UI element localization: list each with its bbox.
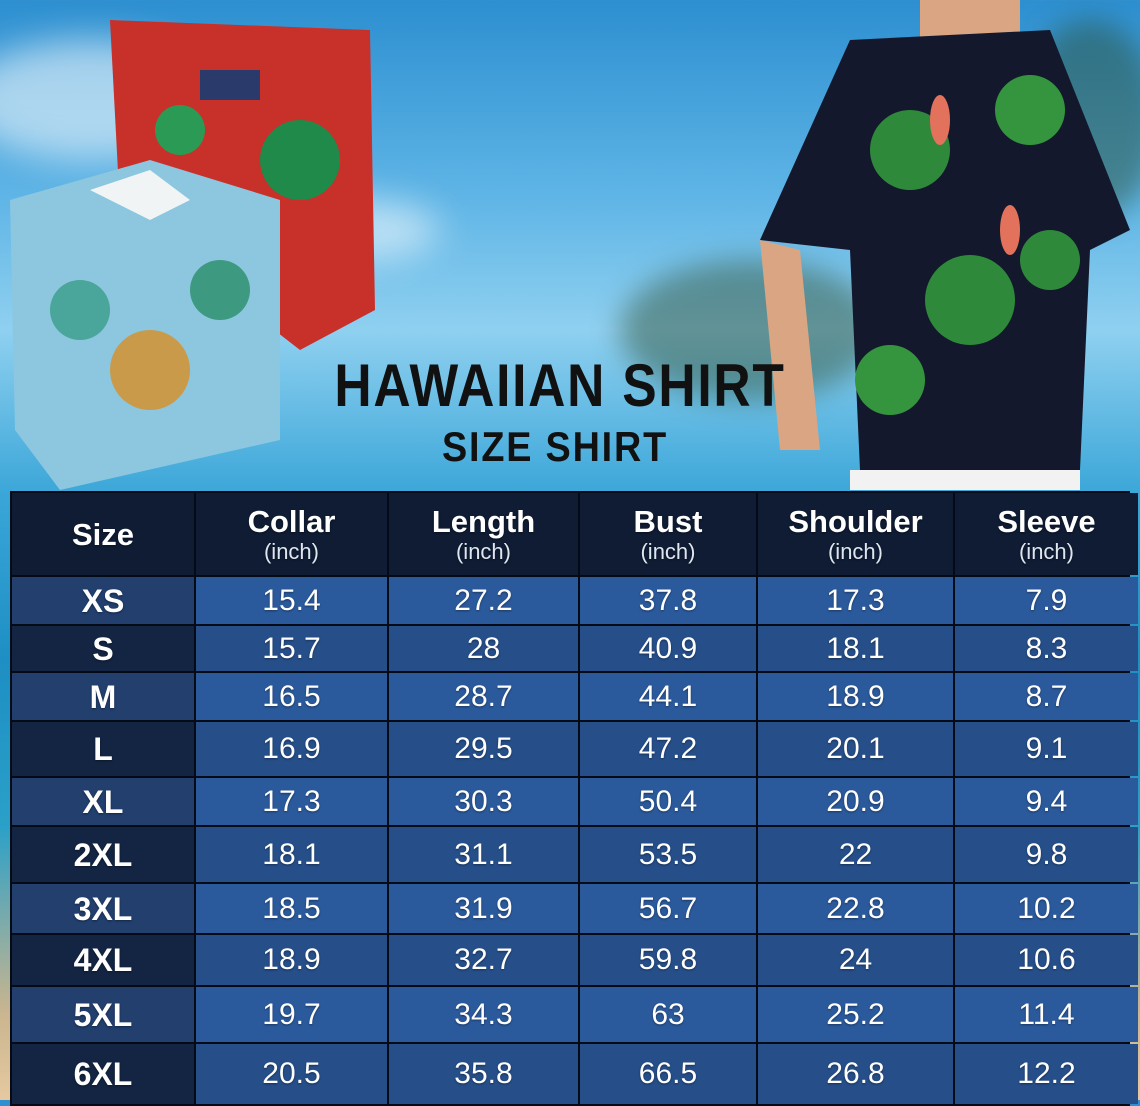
measurement-cell: 7.9: [955, 577, 1138, 624]
measurement-cell: 66.5: [580, 1044, 756, 1104]
size-label-cell: 2XL: [12, 827, 194, 882]
header-label: Bust: [633, 503, 703, 539]
measurement-cell: 31.9: [389, 884, 578, 933]
measurement-cell: 53.5: [580, 827, 756, 882]
measurement-cell: 32.7: [389, 935, 578, 985]
size-label-cell: 4XL: [12, 935, 194, 985]
measurement-cell: 27.2: [389, 577, 578, 624]
measurement-cell: 35.8: [389, 1044, 578, 1104]
measurement-cell: 18.9: [196, 935, 387, 985]
page-subtitle: SIZE SHIRT: [442, 423, 668, 470]
measurement-cell: 10.6: [955, 935, 1138, 985]
measurement-cell: 20.1: [758, 722, 953, 776]
header-label: Length: [431, 503, 536, 539]
measurement-cell: 24: [758, 935, 953, 985]
measurement-cell: 18.5: [196, 884, 387, 933]
measurement-cell: 10.2: [955, 884, 1138, 933]
measurement-cell: 28.7: [389, 673, 578, 720]
size-label-cell: S: [12, 626, 194, 671]
measurement-cell: 47.2: [580, 722, 756, 776]
column-header-collar: Collar (inch): [196, 493, 387, 575]
model-shirt-image: [760, 0, 1130, 490]
measurement-cell: 25.2: [758, 987, 953, 1042]
measurement-cell: 18.1: [758, 626, 953, 671]
size-label-cell: XS: [12, 577, 194, 624]
measurement-cell: 15.7: [196, 626, 387, 671]
measurement-cell: 11.4: [955, 987, 1138, 1042]
header-label: Sleeve: [997, 503, 1096, 539]
header-unit: (inch): [455, 538, 511, 564]
measurement-cell: 40.9: [580, 626, 756, 671]
size-label-cell: M: [12, 673, 194, 720]
column-header-sleeve: Sleeve (inch): [955, 493, 1138, 575]
size-label-cell: XL: [12, 778, 194, 825]
size-label-cell: 6XL: [12, 1044, 194, 1104]
measurement-cell: 50.4: [580, 778, 756, 825]
measurement-cell: 28: [389, 626, 578, 671]
header-unit: (inch): [263, 538, 319, 564]
size-label-cell: L: [12, 722, 194, 776]
measurement-cell: 20.5: [196, 1044, 387, 1104]
folded-shirts-image: [10, 20, 375, 490]
column-header-length: Length (inch): [389, 493, 578, 575]
measurement-cell: 18.1: [196, 827, 387, 882]
header-unit: (inch): [827, 538, 883, 564]
measurement-cell: 22: [758, 827, 953, 882]
measurement-cell: 12.2: [955, 1044, 1138, 1104]
measurement-cell: 17.3: [196, 778, 387, 825]
size-label-cell: 5XL: [12, 987, 194, 1042]
header-unit: (inch): [1018, 538, 1074, 564]
measurement-cell: 8.3: [955, 626, 1138, 671]
header-label: Size: [71, 516, 135, 552]
measurement-cell: 31.1: [389, 827, 578, 882]
measurement-cell: 26.8: [758, 1044, 953, 1104]
page-title: HAWAIIAN SHIRT: [334, 352, 786, 419]
measurement-cell: 9.4: [955, 778, 1138, 825]
column-header-shoulder: Shoulder (inch): [758, 493, 953, 575]
measurement-cell: 16.5: [196, 673, 387, 720]
measurement-cell: 37.8: [580, 577, 756, 624]
measurement-cell: 30.3: [389, 778, 578, 825]
measurement-cell: 63: [580, 987, 756, 1042]
palm-tree-blur: [620, 260, 880, 400]
measurement-cell: 29.5: [389, 722, 578, 776]
measurement-cell: 17.3: [758, 577, 953, 624]
measurement-cell: 8.7: [955, 673, 1138, 720]
measurement-cell: 34.3: [389, 987, 578, 1042]
measurement-cell: 22.8: [758, 884, 953, 933]
measurement-cell: 9.1: [955, 722, 1138, 776]
measurement-cell: 9.8: [955, 827, 1138, 882]
measurement-cell: 19.7: [196, 987, 387, 1042]
column-header-size: Size: [12, 493, 194, 575]
measurement-cell: 44.1: [580, 673, 756, 720]
measurement-cell: 16.9: [196, 722, 387, 776]
measurement-cell: 56.7: [580, 884, 756, 933]
header-label: Shoulder: [788, 503, 923, 539]
header-unit: (inch): [640, 538, 696, 564]
column-header-bust: Bust (inch): [580, 493, 756, 575]
size-chart-table: Size Collar (inch) Length (inch) Bust (inch) Sh…: [10, 491, 1138, 1106]
header-label: Collar: [247, 503, 336, 539]
measurement-cell: 20.9: [758, 778, 953, 825]
measurement-cell: 59.8: [580, 935, 756, 985]
measurement-cell: 18.9: [758, 673, 953, 720]
size-label-cell: 3XL: [12, 884, 194, 933]
measurement-cell: 15.4: [196, 577, 387, 624]
